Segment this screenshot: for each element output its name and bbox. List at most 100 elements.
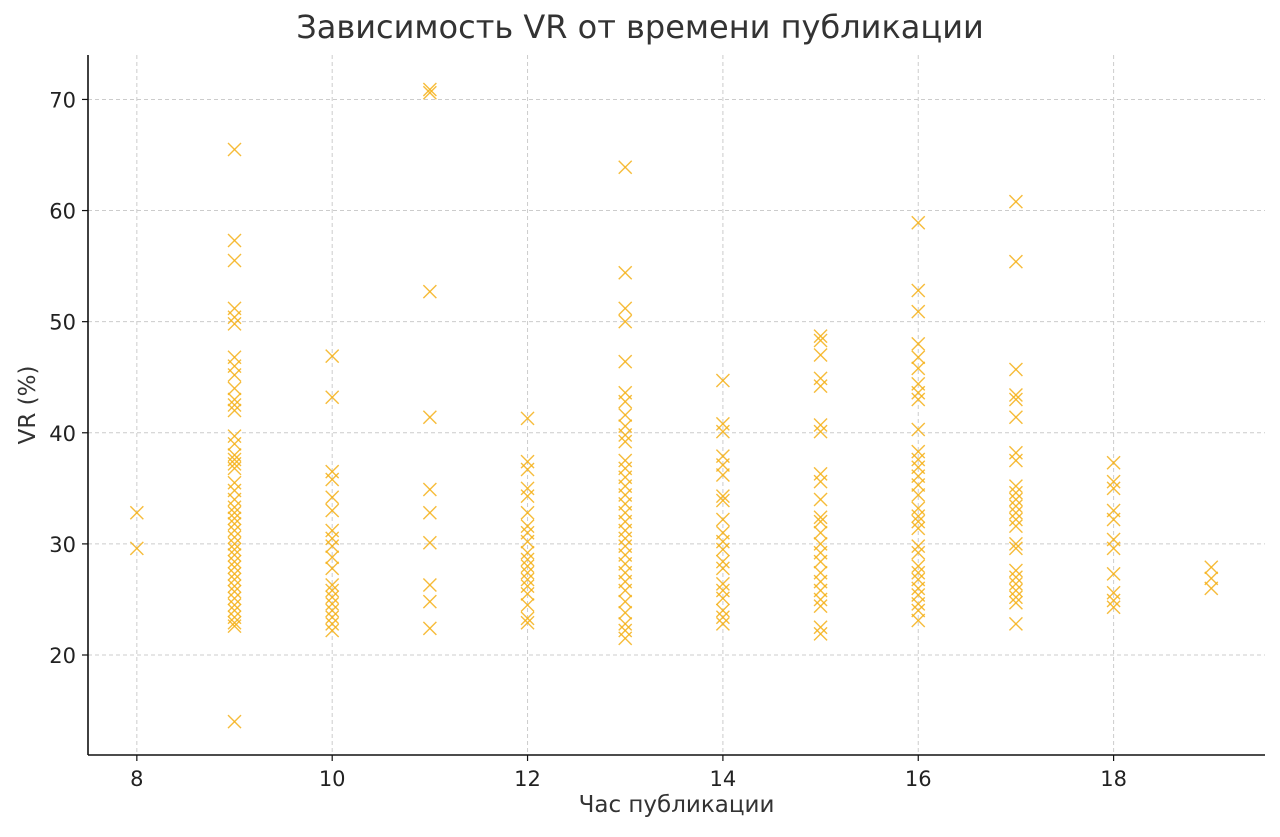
chart-title: Зависимость VR от времени публикации [296,8,984,46]
x-marker-icon [911,509,926,524]
y-axis-label: VR (%) [15,365,41,445]
x-marker-icon [325,596,340,611]
x-marker-icon [227,548,242,562]
x-tick-label: 16 [905,767,932,791]
x-marker-icon [813,348,828,362]
x-marker-icon [227,381,242,396]
x-marker-icon [618,408,633,422]
x-marker-icon [618,594,633,609]
x-marker-icon [227,505,242,520]
x-marker-icon [520,519,535,534]
x-tick-label: 18 [1100,767,1127,791]
x-marker-icon [1008,362,1023,377]
x-marker-icon [227,316,242,331]
x-marker-icon [1106,566,1121,581]
x-marker-icon [227,456,242,471]
x-marker-icon [227,403,242,418]
x-marker-icon [911,545,926,560]
x-marker-icon [325,603,340,618]
x-marker-icon [422,594,437,609]
x-marker-icon [1008,536,1023,551]
x-marker-icon [715,576,730,591]
x-marker-icon [911,336,926,351]
x-marker-icon [227,492,242,507]
x-marker-icon [911,603,926,618]
x-marker-icon [813,514,828,529]
x-marker-icon [911,361,926,376]
x-marker-icon [813,525,828,540]
x-marker-icon [520,559,535,574]
x-marker-icon [325,583,340,598]
x-marker-icon [715,591,730,606]
x-marker-icon [325,490,340,505]
x-marker-icon [227,536,242,551]
x-marker-icon [911,215,926,230]
x-marker-icon [715,424,730,439]
x-marker-icon [227,368,242,382]
x-marker-icon [618,631,633,646]
x-marker-icon [1106,474,1121,489]
y-tick-label: 60 [49,200,76,224]
x-marker-icon [813,329,828,344]
x-marker-icon [911,478,926,492]
x-marker-icon [325,349,340,364]
x-marker-icon [715,542,730,557]
x-marker-icon [618,453,633,468]
x-marker-icon [618,531,633,546]
x-marker-icon [618,616,633,631]
x-marker-icon [1008,410,1023,425]
x-marker-icon [715,561,730,576]
x-marker-icon [227,310,242,325]
x-marker-icon [1008,570,1023,585]
x-marker-icon [325,390,340,405]
x-marker-icon [715,493,730,508]
x-marker-icon [325,590,340,605]
x-marker-icon [618,314,633,329]
x-marker-icon [520,534,535,549]
x-marker-icon [813,333,828,348]
x-marker-icon [715,458,730,472]
x-marker-icon [227,500,242,515]
x-marker-icon [1008,505,1023,520]
x-marker-icon [618,605,633,620]
x-tick-label: 8 [130,767,143,791]
x-marker-icon [422,410,437,425]
x-marker-icon [422,85,437,100]
x-marker-icon [520,411,535,426]
x-marker-icon [1008,590,1023,605]
x-marker-icon [520,545,535,560]
x-marker-icon [911,514,926,529]
x-marker-icon [325,623,340,638]
grid-lines [88,55,1265,755]
x-marker-icon [227,475,242,490]
y-tick-label: 20 [49,644,76,668]
x-marker-icon [227,598,242,612]
x-marker-icon [1106,541,1121,556]
x-marker-icon [422,621,437,636]
x-marker-icon [813,620,828,635]
x-marker-icon [227,584,242,599]
y-tick-label: 50 [49,311,76,335]
x-marker-icon [813,510,828,525]
x-marker-icon [1008,616,1023,631]
x-marker-icon [422,505,437,520]
x-marker-icon [1008,583,1023,598]
x-marker-icon [1204,581,1219,596]
x-marker-icon [1008,492,1023,507]
x-marker-icon [813,474,828,489]
x-marker-icon [813,379,828,394]
x-marker-icon [227,572,242,587]
x-marker-icon [1008,479,1023,494]
x-marker-icon [325,578,340,592]
x-marker-icon [227,436,242,451]
x-marker-icon [1008,563,1023,578]
x-marker-icon [911,422,926,437]
x-marker-icon [911,304,926,319]
x-marker-icon [715,554,730,569]
x-marker-icon [911,385,926,400]
x-marker-icon [227,516,242,531]
x-marker-icon [911,596,926,611]
x-marker-icon [227,714,242,729]
x-marker-icon [520,598,535,612]
